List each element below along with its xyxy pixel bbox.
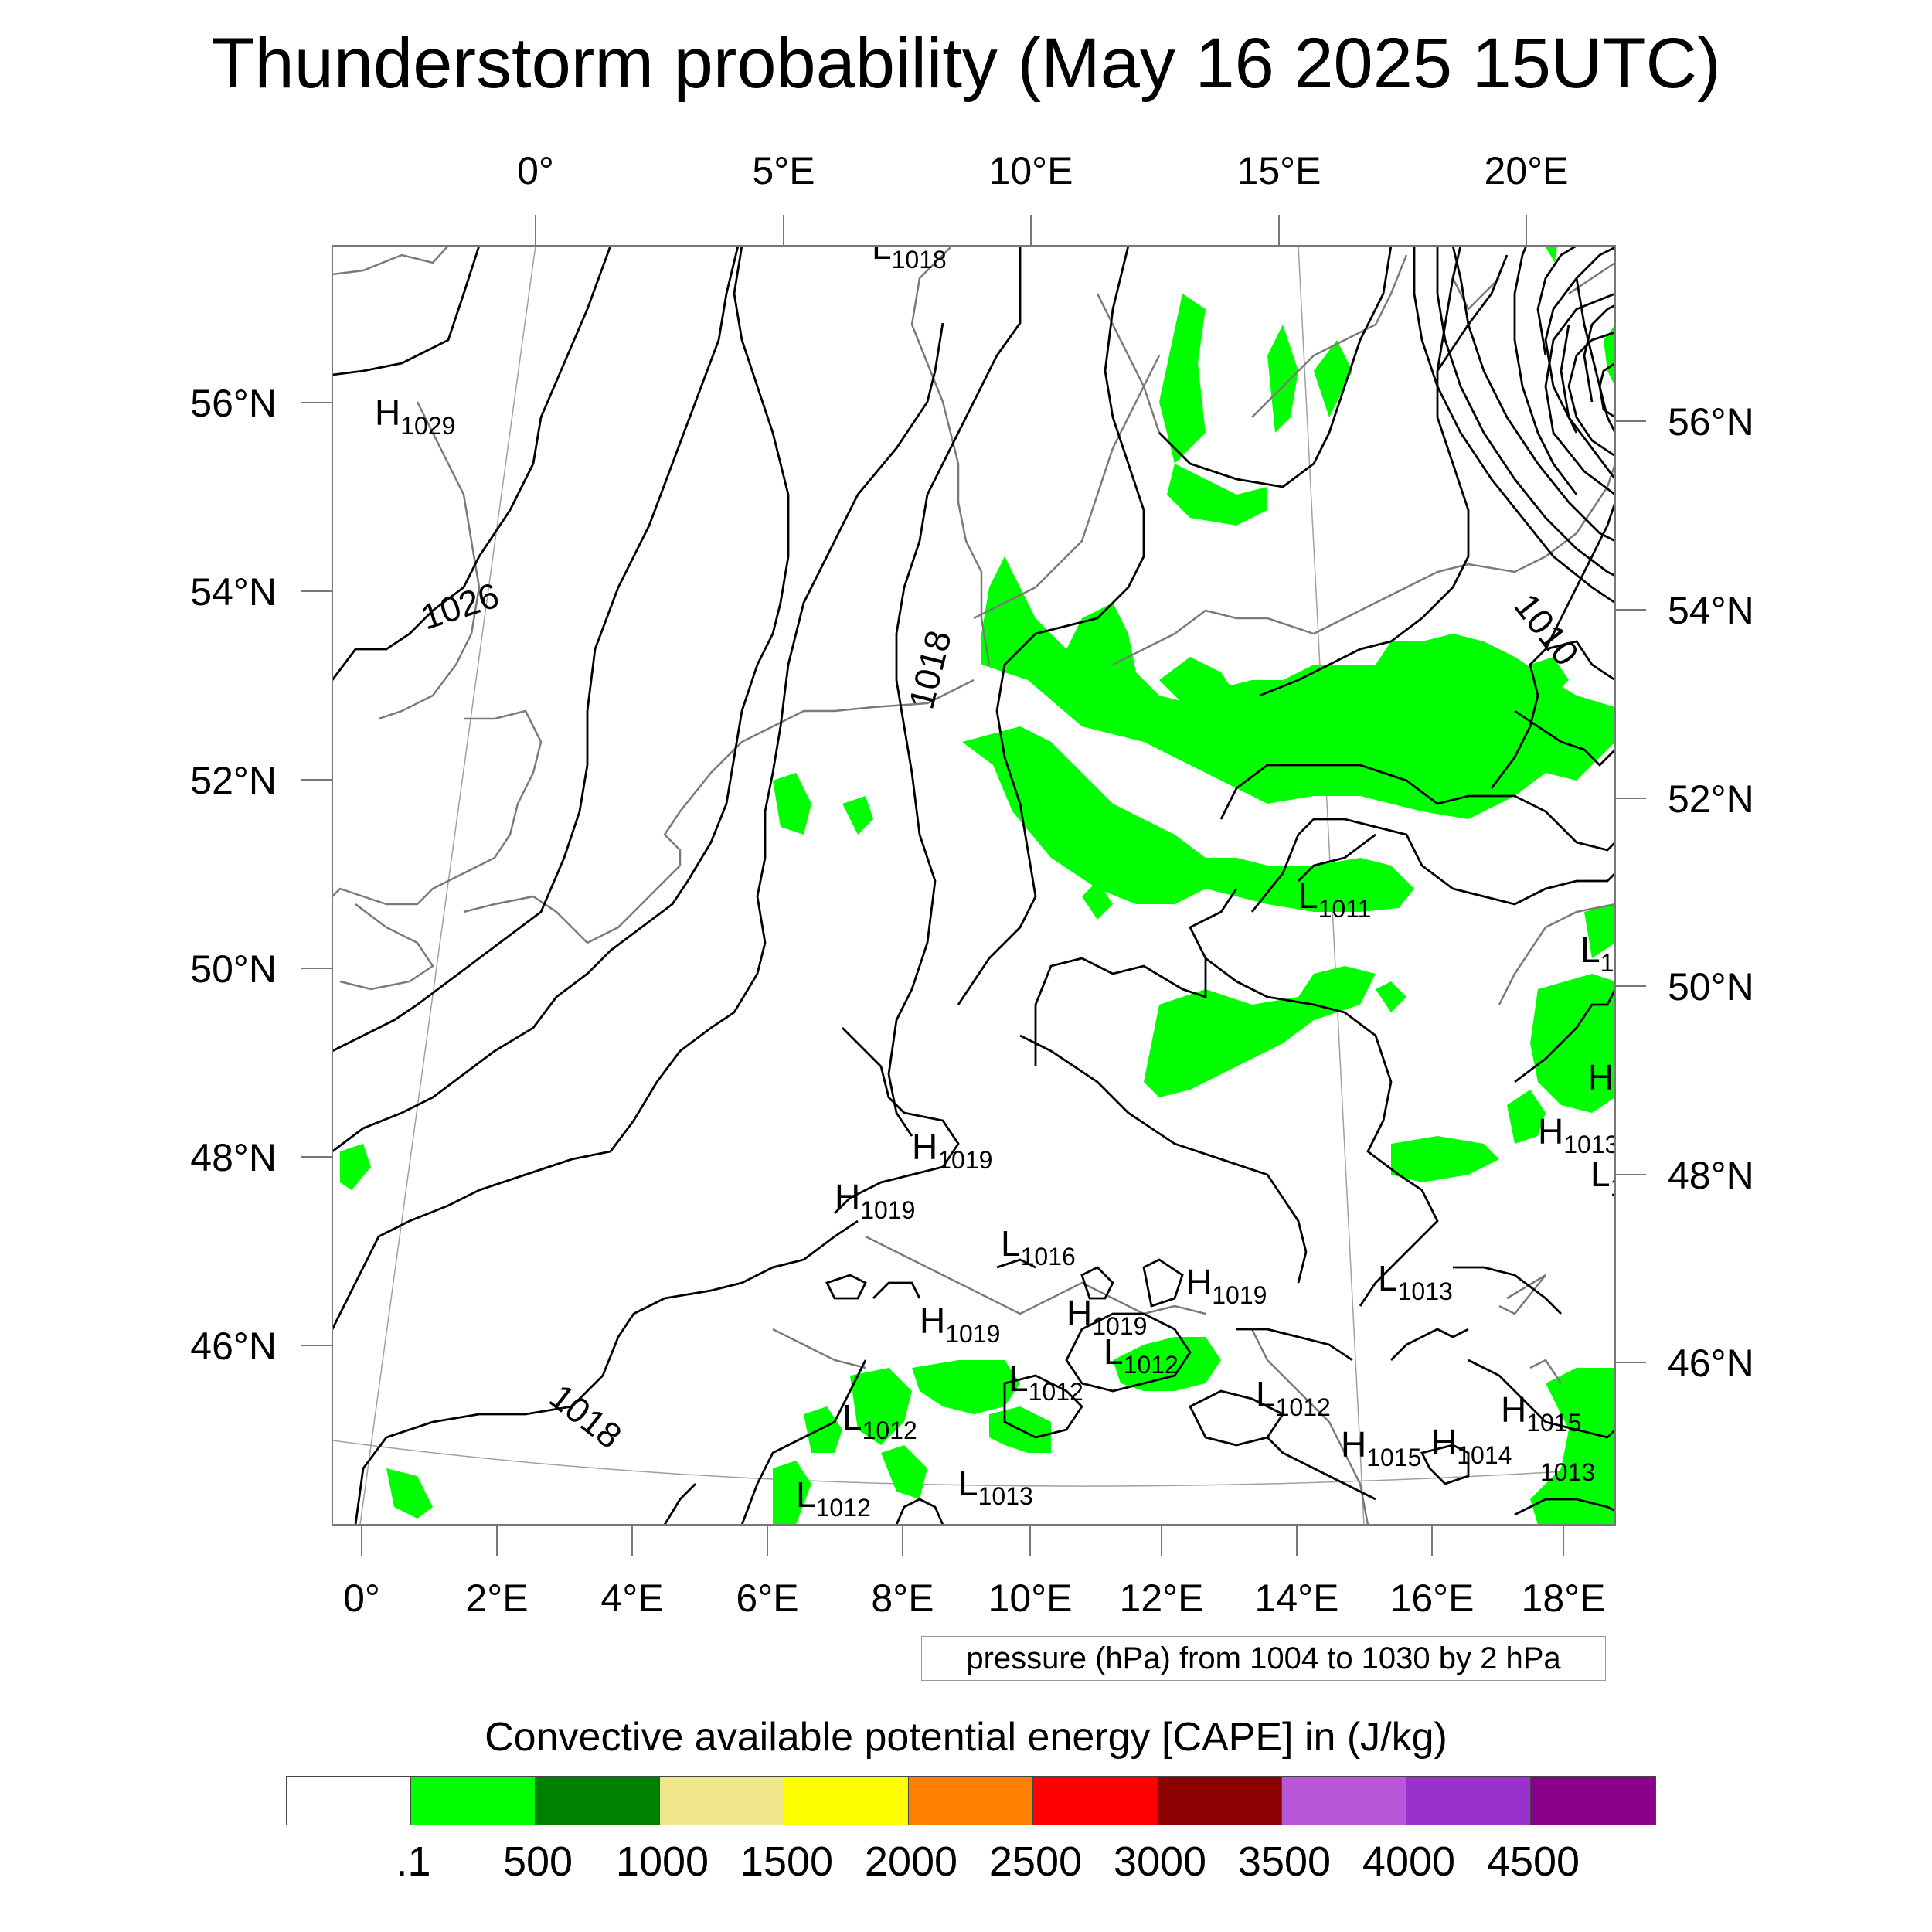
colorbar-cell (536, 1777, 660, 1825)
right-axis-label: 52°N (1668, 777, 1754, 821)
colorbar-tick: 3000 (1113, 1838, 1207, 1885)
pressure-center: L1011 (1298, 876, 1371, 923)
colorbar-title: Convective available potential energy [C… (485, 1715, 1447, 1760)
pressure-center: L1013 (958, 1463, 1033, 1510)
left-axis-label: 48°N (190, 1136, 277, 1179)
left-axis-label: 46°N (190, 1325, 277, 1368)
colorbar-tick: .1 (396, 1838, 431, 1885)
bottom-axis-label: 4°E (600, 1577, 663, 1620)
top-axis-label: 5°E (752, 149, 815, 192)
pressure-center: H (1588, 1057, 1614, 1097)
right-axis-label: 46°N (1668, 1342, 1754, 1385)
colorbar-cell (1282, 1777, 1406, 1825)
bottom-axis-label: 18°E (1522, 1577, 1606, 1620)
colorbar-tick: 3500 (1237, 1838, 1332, 1885)
isobars (332, 246, 1615, 1525)
bottom-axis-label: 12°E (1120, 1577, 1204, 1620)
top-axis-label: 10°E (989, 149, 1073, 192)
pressure-center: L1012 (1104, 1332, 1179, 1379)
right-axis-label: 50°N (1668, 965, 1754, 1009)
right-axis-label: 48°N (1668, 1154, 1754, 1197)
pressure-center: H1019 (912, 1127, 992, 1174)
pressure-center: H1015 (1341, 1424, 1421, 1471)
pressure-center: L1012 (842, 1397, 917, 1444)
pressure-center: H1019 (1186, 1262, 1267, 1309)
chart-title: Thunderstorm probability (May 16 2025 15… (211, 24, 1721, 103)
left-axis-label: 52°N (190, 759, 277, 802)
contour-info-note: pressure (hPa) from 1004 to 1030 by 2 hP… (921, 1636, 1606, 1681)
pressure-center: L1 (1590, 1154, 1624, 1201)
left-axis-labels: 56°N 54°N 52°N 50°N 48°N 46°N (190, 382, 277, 1368)
left-axis-label: 56°N (190, 382, 277, 425)
pressure-center: L1012 (1009, 1359, 1083, 1406)
bottom-axis-label: 2°E (465, 1577, 528, 1620)
coastlines (332, 246, 1615, 1525)
pressure-center: H1015 (1501, 1389, 1581, 1437)
colorbar (286, 1776, 1656, 1825)
colorbar-tick: 2000 (864, 1838, 958, 1885)
top-axis-label: 20°E (1485, 149, 1569, 192)
colorbar-cell (1158, 1777, 1282, 1825)
tick-marks (301, 215, 1646, 1556)
bottom-axis-label: 8°E (871, 1577, 934, 1620)
pressure-center: L1 (1580, 930, 1614, 977)
colorbar-cell (1531, 1777, 1655, 1825)
pressure-center: H1013 (1538, 1111, 1618, 1158)
pressure-center: H1019 (1066, 1293, 1147, 1340)
bottom-axis-label: 14°E (1255, 1577, 1339, 1620)
top-axis-labels: 0° 5°E 10°E 15°E 20°E (517, 149, 1568, 192)
colorbar-tick: 1000 (615, 1838, 709, 1885)
pressure-center: H1019 (920, 1301, 1000, 1348)
colorbar-cell (784, 1777, 909, 1825)
bottom-axis-labels: 0° 2°E 4°E 6°E 8°E 10°E 12°E 14°E 16°E 1… (343, 1577, 1605, 1620)
colorbar-cell (411, 1777, 536, 1825)
colorbar-cell (1033, 1777, 1158, 1825)
pressure-center: H1029 (375, 393, 455, 440)
colorbar-tick: 2500 (988, 1838, 1083, 1885)
bottom-axis-label: 0° (343, 1577, 380, 1620)
pressure-center: 1013 (1540, 1458, 1595, 1486)
right-axis-labels: 56°N 54°N 52°N 50°N 48°N 46°N (1668, 400, 1754, 1385)
colorbar-tick: 1500 (740, 1838, 834, 1885)
left-axis-label: 50°N (190, 947, 277, 991)
colorbar-cell (909, 1777, 1033, 1825)
left-axis-label: 54°N (190, 570, 277, 614)
pressure-center: L1013 (1378, 1258, 1453, 1305)
colorbar-tick: 500 (502, 1838, 573, 1885)
pressure-center: H1019 (835, 1177, 915, 1224)
right-axis-label: 56°N (1668, 400, 1754, 444)
bottom-axis-label: 6°E (736, 1577, 798, 1620)
colorbar-cell (660, 1777, 784, 1825)
colorbar-cell (287, 1777, 411, 1825)
bottom-axis-label: 10°E (988, 1577, 1073, 1620)
bottom-axis-label: 16°E (1390, 1577, 1475, 1620)
colorbar-tick: 4000 (1362, 1838, 1456, 1885)
pressure-center: L1016 (1001, 1223, 1076, 1270)
pressure-center: L1012 (1256, 1374, 1331, 1421)
colorbar-cell (1406, 1777, 1531, 1825)
map-border (332, 245, 1616, 1526)
top-axis-label: 15°E (1237, 149, 1321, 192)
pressure-center: H1014 (1431, 1422, 1512, 1469)
right-axis-label: 54°N (1668, 589, 1754, 632)
pressure-center: L1018 (872, 226, 947, 274)
colorbar-tick: 4500 (1486, 1838, 1580, 1885)
pressure-centers: H1029 L1018 L1011 L1 H H1013 L1 H1019 H1… (375, 226, 1624, 1522)
top-axis-label: 0° (517, 149, 554, 192)
cape-shading (340, 246, 1615, 1525)
pressure-center: L1012 (796, 1475, 871, 1522)
